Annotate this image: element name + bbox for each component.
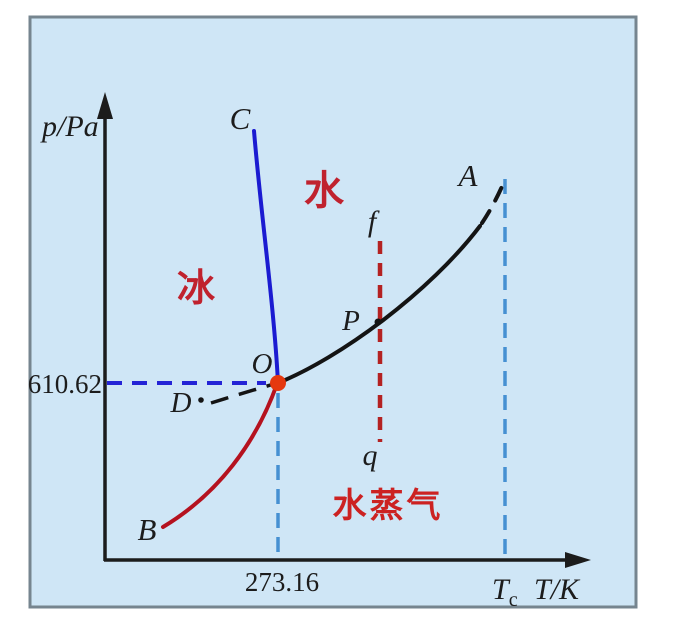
x-axis-arrow-icon	[565, 552, 591, 568]
region-label-water: 水	[304, 168, 345, 214]
vaporization-curve-OA	[276, 224, 482, 385]
x-axis-label: T/K	[534, 573, 581, 606]
label-C: C	[230, 101, 251, 136]
tick-label-273-16: 273.16	[245, 567, 319, 597]
melting-curve-OC	[252, 129, 280, 385]
tc-symbol: T	[492, 573, 511, 606]
supercooled-dash-dot	[198, 397, 204, 403]
tick-label-tc: Tc	[492, 573, 518, 611]
tick-label-610-62: 610.62	[28, 369, 102, 399]
tc-subscript: c	[509, 589, 518, 611]
y-axis-label: p/Pa	[40, 110, 99, 143]
y-axis-arrow-icon	[97, 92, 113, 119]
label-q: q	[363, 439, 378, 472]
triple-point-marker	[270, 375, 286, 391]
label-D: D	[170, 387, 192, 419]
label-A: A	[457, 158, 479, 193]
label-P: P	[341, 305, 360, 337]
label-O: O	[252, 348, 273, 380]
sublimation-curve-OB	[161, 382, 279, 529]
supercooled-extension-OD	[210, 382, 275, 405]
label-B: B	[138, 512, 157, 547]
region-label-ice: 冰	[177, 266, 216, 310]
vaporization-curve-dashed-end	[480, 175, 508, 225]
diagram-panel	[28, 15, 638, 609]
point-P-marker	[374, 318, 382, 326]
region-label-vapor: 水蒸气	[333, 486, 444, 526]
